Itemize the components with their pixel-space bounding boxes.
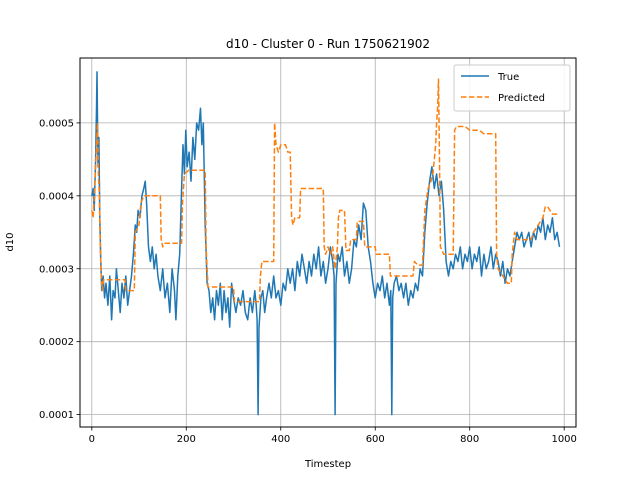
chart-title: d10 - Cluster 0 - Run 1750621902	[226, 37, 430, 51]
x-tick-label: 0	[89, 434, 95, 445]
legend-predicted-label: Predicted	[498, 93, 545, 104]
y-axis-ticks: 0.0001 0.0002 0.0003 0.0004 0.0005	[39, 118, 80, 421]
legend-true-label: True	[497, 72, 519, 83]
y-tick-label: 0.0001	[39, 410, 74, 421]
x-axis-label: Timestep	[304, 459, 351, 470]
x-axis-ticks: 0 200 400 600 800 1000	[89, 427, 577, 445]
series-true-line	[91, 71, 561, 416]
legend: True Predicted	[453, 64, 571, 112]
x-tick-label: 600	[366, 434, 385, 445]
y-axis-label: d10	[5, 232, 16, 251]
x-tick-label: 1000	[551, 434, 576, 445]
y-tick-label: 0.0003	[39, 264, 74, 275]
y-tick-label: 0.0002	[39, 337, 74, 348]
plot-frame	[79, 57, 577, 428]
x-tick-label: 800	[460, 434, 479, 445]
y-tick-label: 0.0004	[39, 191, 74, 202]
x-tick-label: 400	[271, 434, 290, 445]
series-predicted-line	[91, 78, 560, 303]
y-tick-label: 0.0005	[39, 118, 74, 129]
series-lines	[91, 71, 561, 416]
x-tick-label: 200	[177, 434, 196, 445]
